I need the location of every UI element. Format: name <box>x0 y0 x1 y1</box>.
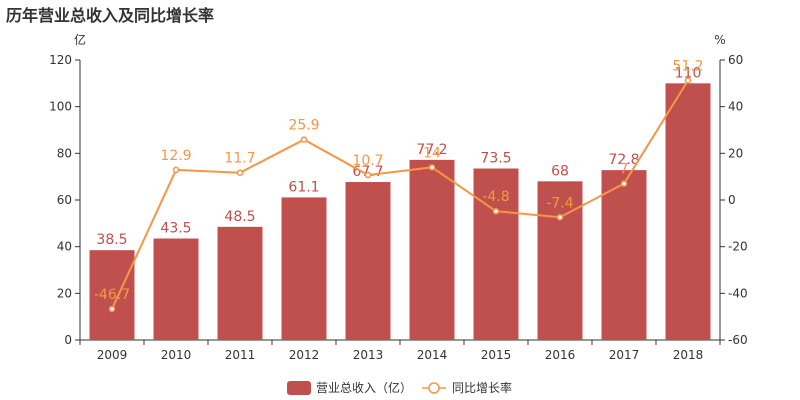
bar-data-label: 77.2 <box>416 142 447 158</box>
bar <box>153 238 199 340</box>
bar-data-label: 48.5 <box>224 209 255 225</box>
growth-point <box>620 180 628 187</box>
growth-data-label: -4.8 <box>482 189 509 205</box>
bar <box>345 182 391 340</box>
right-tick-label: 40 <box>728 100 743 114</box>
bar-data-label: 73.5 <box>480 151 511 167</box>
bar <box>281 197 327 340</box>
growth-point <box>108 305 116 313</box>
bar-data-label: 68 <box>551 163 569 179</box>
bar <box>665 83 711 340</box>
right-tick-label: 0 <box>728 193 736 207</box>
growth-data-label: 12.9 <box>160 148 191 164</box>
growth-point <box>364 171 372 179</box>
left-tick-label: 60 <box>57 193 72 207</box>
right-tick-label: -20 <box>728 240 748 254</box>
bar <box>89 250 135 340</box>
left-tick-label: 20 <box>57 286 72 300</box>
x-tick-label: 2013 <box>353 348 384 362</box>
growth-point <box>300 136 308 143</box>
x-tick-label: 2009 <box>97 348 128 362</box>
x-tick-label: 2018 <box>673 348 704 362</box>
growth-line <box>111 80 689 310</box>
growth-point <box>172 166 180 174</box>
legend-bar-swatch <box>287 381 311 395</box>
growth-point <box>492 207 500 215</box>
left-axis-unit: 亿 <box>74 32 86 47</box>
growth-point <box>684 77 692 84</box>
growth-data-label: 7 <box>620 162 629 178</box>
bar-data-label: 72.8 <box>608 152 639 168</box>
growth-point <box>556 214 564 221</box>
left-tick-label: 0 <box>64 333 72 347</box>
x-tick-label: 2011 <box>225 348 256 362</box>
bar-data-label: 61.1 <box>288 179 319 195</box>
x-tick-label: 2014 <box>417 348 448 362</box>
growth-data-label: 14 <box>423 145 441 161</box>
x-tick-label: 2015 <box>481 348 512 362</box>
right-axis-unit: % <box>714 33 725 47</box>
left-tick-label: 120 <box>49 53 72 67</box>
growth-data-label: -7.4 <box>546 195 573 211</box>
x-tick-label: 2010 <box>161 348 192 362</box>
bar <box>537 181 583 340</box>
left-tick-label: 40 <box>57 240 72 254</box>
right-tick-label: 60 <box>728 53 743 67</box>
growth-data-label: 11.7 <box>224 151 255 167</box>
growth-data-label: 10.7 <box>352 153 383 169</box>
x-tick-label: 2017 <box>609 348 640 362</box>
left-tick-label: 100 <box>49 100 72 114</box>
bar <box>217 226 263 340</box>
growth-data-label: -46.7 <box>94 287 130 303</box>
left-tick-label: 80 <box>57 146 72 160</box>
bar-data-label: 110 <box>675 65 702 81</box>
legend-line-label: 同比增长率 <box>452 380 512 395</box>
bar <box>409 159 455 340</box>
bar <box>601 170 647 340</box>
chart-title: 历年营业总收入及同比增长率 <box>6 6 215 25</box>
growth-point <box>236 169 244 176</box>
right-tick-label: -40 <box>728 286 748 300</box>
right-tick-label: 20 <box>728 146 743 160</box>
legend-line-marker <box>428 382 440 394</box>
growth-data-label: 51.2 <box>672 59 703 75</box>
bar-data-label: 38.5 <box>96 232 127 248</box>
legend-bar-label: 营业总收入（亿） <box>316 380 412 395</box>
bar <box>473 168 519 340</box>
bar-data-label: 43.5 <box>160 221 191 237</box>
right-tick-label: -60 <box>728 333 748 347</box>
growth-data-label: 25.9 <box>288 118 319 134</box>
x-tick-label: 2012 <box>289 348 320 362</box>
x-tick-label: 2016 <box>545 348 576 362</box>
growth-point <box>428 164 436 171</box>
